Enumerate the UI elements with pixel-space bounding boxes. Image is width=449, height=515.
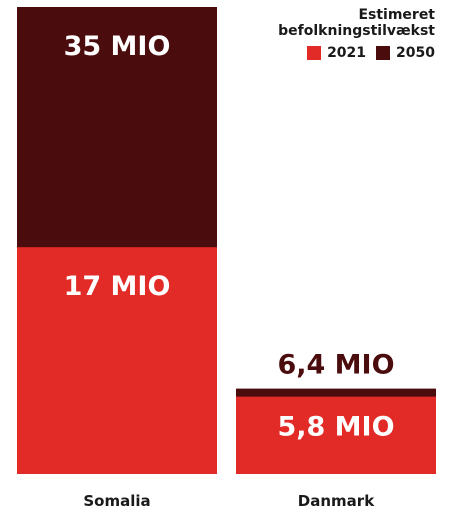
value-label-2050-somalia: 35 MIO <box>64 31 171 62</box>
category-label-somalia: Somalia <box>83 492 150 510</box>
legend-label-2050: 2050 <box>396 45 435 61</box>
bar-2021-danmark <box>236 396 436 474</box>
legend-item-2021: 2021 <box>307 45 366 61</box>
value-label-2050-danmark: 6,4 MIO <box>277 350 394 381</box>
legend-item-2050: 2050 <box>376 45 435 61</box>
category-label-danmark: Danmark <box>298 492 375 510</box>
legend-swatch-2050 <box>376 46 391 60</box>
legend: Estimeret befolkningstilvækst 2021 2050 <box>235 7 435 61</box>
legend-title: Estimeret befolkningstilvækst <box>278 7 435 39</box>
bar-2021-somalia <box>17 247 217 474</box>
legend-swatch-2021 <box>307 46 322 60</box>
legend-items: 2021 2050 <box>235 45 435 61</box>
value-label-2021-somalia: 17 MIO <box>64 271 171 302</box>
legend-label-2021: 2021 <box>327 45 367 61</box>
value-label-2021-danmark: 5,8 MIO <box>277 412 394 443</box>
